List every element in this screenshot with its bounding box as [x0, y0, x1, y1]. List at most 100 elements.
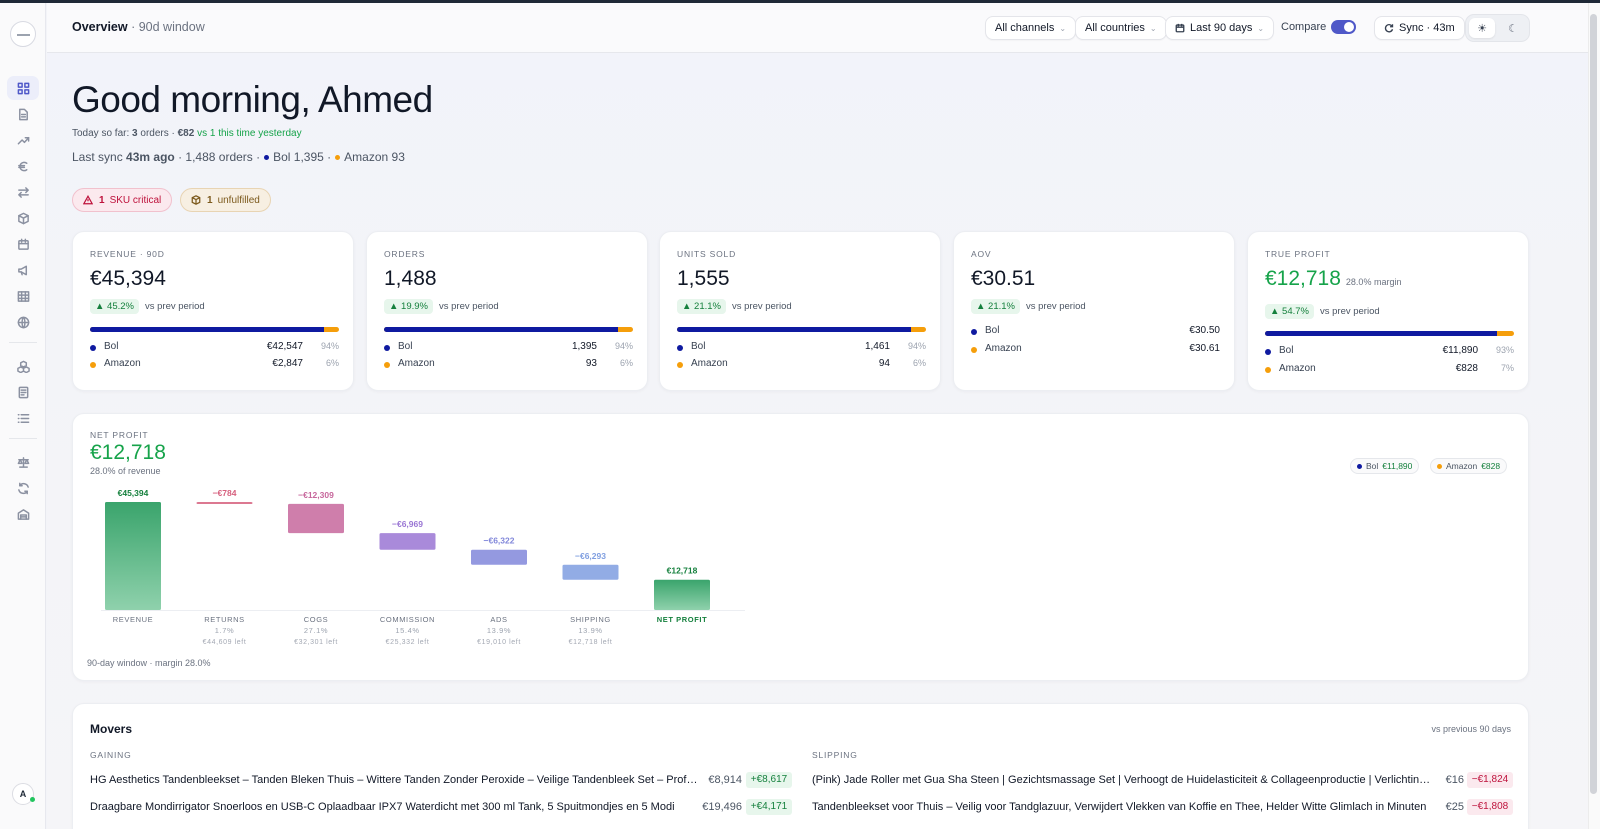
delta-note: vs prev period — [1319, 306, 1380, 317]
kpi-card-aov[interactable]: AOV €30.51 ▲ 21.1% vs prev period Bol €30.… — [953, 231, 1235, 391]
breadcrumb-title: Overview — [72, 20, 128, 34]
channel-split-bar — [90, 327, 339, 332]
slipping-row[interactable]: Tandenbleekset voor Thuis – Veilig voor … — [812, 799, 1513, 815]
bol-share-fill — [384, 327, 619, 332]
unfulfilled-alert[interactable]: 1 unfulfilled — [180, 188, 271, 212]
kpi-card-units[interactable]: UNITS SOLD 1,555 ▲ 21.1% vs prev period B… — [659, 231, 941, 391]
nav-table[interactable] — [7, 284, 39, 308]
user-avatar[interactable]: A — [12, 783, 34, 805]
app-logo[interactable] — [10, 21, 36, 47]
nav-reports[interactable] — [7, 380, 39, 404]
bol-row: Bol €42,547 94% — [90, 341, 339, 355]
amazon-dot — [90, 362, 96, 368]
kpi-delta: ▲ 21.1% vs prev period — [677, 299, 792, 314]
dark-theme-button[interactable]: ☾ — [1500, 18, 1526, 38]
nav-products[interactable] — [7, 206, 39, 230]
channel-pct: 94% — [907, 341, 926, 351]
period-dropdown[interactable]: Last 90 days ⌄ — [1165, 16, 1275, 40]
bar-value-label: −€784 — [213, 488, 237, 498]
kpi-card-orders[interactable]: ORDERS 1,488 ▲ 19.9% vs prev period Bol 1,… — [366, 231, 648, 391]
nav-ads[interactable] — [7, 258, 39, 282]
nav-balance[interactable] — [7, 450, 39, 474]
nav-calendar[interactable] — [7, 232, 39, 256]
nav-trends[interactable] — [7, 128, 39, 152]
channels-dropdown-label: All channels — [995, 22, 1055, 34]
channel-value: €11,890 — [1442, 345, 1478, 356]
nav-orders[interactable] — [7, 102, 39, 126]
channel-pct: 6% — [912, 358, 926, 368]
theme-switcher: ☀ ☾ — [1465, 14, 1530, 42]
waterfall-bar — [562, 564, 619, 580]
sku-critical-count: 1 — [99, 194, 105, 206]
amazon-row: Amazon 94 6% — [677, 358, 926, 372]
gaining-row[interactable]: HG Aesthetics Tandenbleekset – Tanden Bl… — [90, 772, 792, 788]
amazon-dot — [1437, 463, 1442, 469]
amazon-profit-chip[interactable]: Amazon €828 — [1430, 458, 1508, 474]
percent-label: 1.7% — [215, 626, 235, 635]
scrollbar-thumb[interactable] — [1590, 14, 1597, 794]
slipping-row[interactable]: (Pink) Jade Roller met Gua Sha Steen | G… — [812, 772, 1513, 788]
sync-button[interactable]: Sync · 43m — [1374, 16, 1465, 40]
product-revenue: €19,496 — [702, 801, 742, 813]
nav-overview[interactable] — [7, 76, 39, 100]
amazon-row: Amazon €30.61 — [971, 343, 1220, 357]
delta-badge: ▲ 21.1% — [677, 299, 726, 314]
today-summary: Today so far: 3 orders · €82 vs 1 this t… — [72, 128, 302, 139]
bar-value-label: −€6,969 — [392, 519, 423, 529]
change-badge: −€1,824 — [1467, 772, 1513, 788]
bol-dot — [1357, 463, 1362, 469]
globe-icon — [17, 316, 29, 328]
channel-split-bar — [1265, 331, 1514, 336]
percent-label: 27.1% — [304, 626, 328, 635]
nav-transfers[interactable] — [7, 180, 39, 204]
channel-name: Amazon — [985, 343, 1022, 354]
kpi-delta: ▲ 45.2% vs prev period — [90, 299, 205, 314]
calendar-icon — [1175, 23, 1185, 33]
nav-warehouse[interactable] — [7, 502, 39, 526]
movers-title: Movers — [90, 722, 133, 736]
nav-sync[interactable] — [7, 476, 39, 500]
bol-dot — [971, 329, 977, 335]
light-theme-button[interactable]: ☀ — [1469, 18, 1495, 38]
net-profit-waterfall-card: NET PROFIT €12,718 28.0% of revenue Bol €… — [72, 413, 1529, 681]
window-top-edge — [0, 0, 1600, 3]
sidebar-divider — [9, 342, 37, 343]
bol-profit-chip[interactable]: Bol €11,890 — [1350, 458, 1420, 474]
countries-dropdown-label: All countries — [1085, 22, 1145, 34]
channel-pct: 94% — [614, 341, 633, 351]
nav-finance[interactable] — [7, 154, 39, 178]
remaining-label: €25,332 left — [386, 639, 430, 646]
kpi-value: €12,718 28.0% margin — [1265, 267, 1401, 291]
kpi-card-true-profit[interactable]: TRUE PROFIT €12,718 28.0% margin ▲ 54.7% v… — [1247, 231, 1529, 391]
compare-toggle[interactable] — [1331, 20, 1356, 34]
gaining-row[interactable]: Draagbare Mondirrigator Snoerloos en USB… — [90, 799, 792, 815]
kpi-card-revenue[interactable]: REVENUE · 90D €45,394 ▲ 45.2% vs prev per… — [72, 231, 354, 391]
channel-name: Bol — [1279, 345, 1294, 356]
gaining-header: GAINING — [90, 750, 132, 760]
bol-share-fill — [90, 327, 325, 332]
amazon-dot — [335, 155, 341, 161]
sku-critical-alert[interactable]: 1 SKU critical — [72, 188, 173, 212]
bol-row: Bol 1,461 94% — [677, 341, 926, 355]
bol-dot — [384, 345, 390, 351]
category-label: COMMISSION — [380, 615, 435, 624]
trend-up-icon — [17, 136, 29, 144]
waterfall-bar — [654, 579, 710, 610]
change-badge: −€1,808 — [1467, 799, 1513, 815]
delta-badge: ▲ 21.1% — [971, 299, 1020, 314]
delta-note: vs prev period — [1025, 301, 1086, 312]
arrows-swap-icon — [17, 186, 29, 198]
nav-markets[interactable] — [7, 310, 39, 334]
product-name: Tandenbleekset voor Thuis – Veilig voor … — [812, 801, 1427, 813]
waterfall-bar — [288, 503, 344, 534]
channel-name: Bol — [104, 341, 119, 352]
sync-summary: Last sync 43m ago · 1,488 orders · Bol 1,… — [72, 150, 405, 164]
countries-dropdown[interactable]: All countries ⌄ — [1075, 16, 1167, 40]
warehouse-icon — [17, 508, 29, 520]
refresh-icon — [1384, 24, 1394, 33]
channel-name: Amazon — [691, 358, 728, 369]
nav-integrations[interactable] — [7, 354, 39, 378]
channels-dropdown[interactable]: All channels ⌄ — [985, 16, 1077, 40]
percent-label: 13.9% — [578, 626, 602, 635]
nav-list[interactable] — [7, 406, 39, 430]
